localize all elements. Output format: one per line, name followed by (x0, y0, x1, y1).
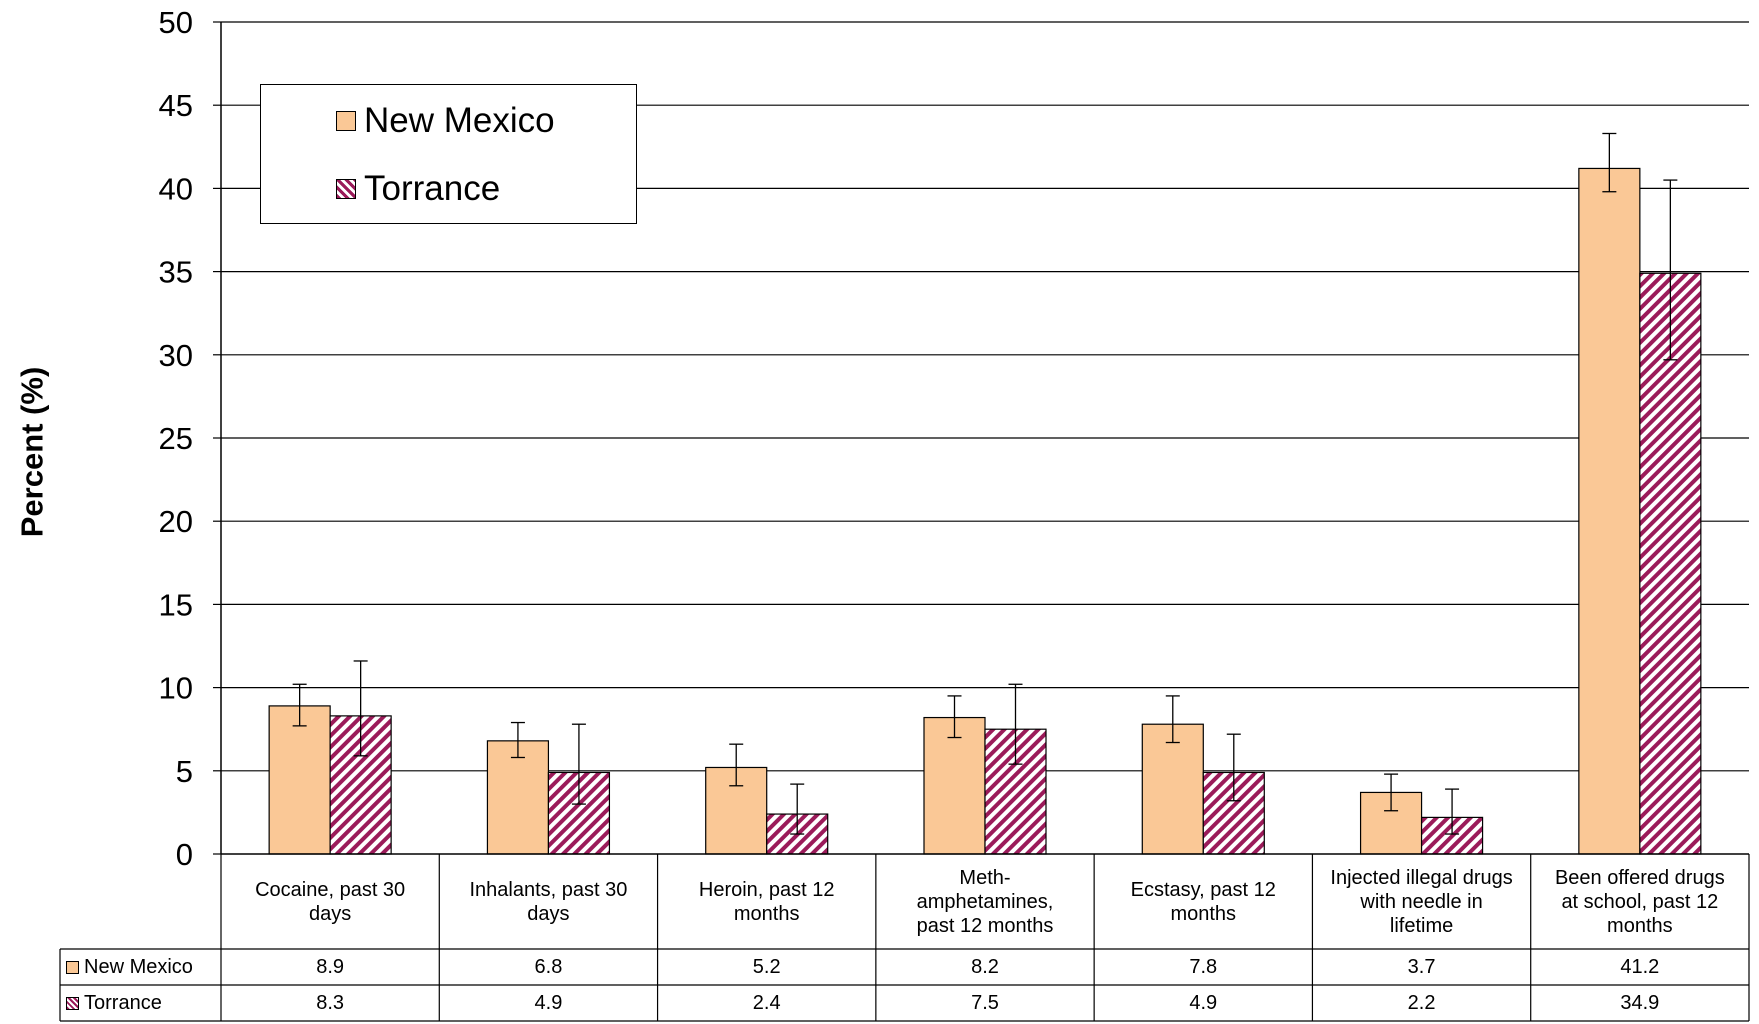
table-cell: 41.2 (1620, 955, 1660, 978)
axes (220, 22, 1749, 855)
legend-swatch-torrance (336, 179, 356, 199)
table-cell: 3.7 (1407, 955, 1436, 978)
bars (268, 167, 1702, 855)
table-cell: 5.2 (752, 955, 781, 978)
y-tick-label: 15 (159, 587, 193, 622)
y-tick-label: 5 (176, 754, 193, 789)
data-table-lines (59, 854, 1750, 1022)
table-cell: 4.9 (534, 991, 563, 1014)
bar-torrance (1639, 272, 1702, 855)
x-tick-label: Been offered drugs at school, past 12 mo… (1554, 866, 1725, 937)
y-tick-label: 20 (159, 504, 193, 539)
y-tick-label: 10 (159, 671, 193, 706)
bar-new-mexico (268, 705, 331, 855)
table-cell: 7.8 (1189, 955, 1218, 978)
bar-new-mexico (486, 740, 550, 855)
table-cell: 2.4 (752, 991, 781, 1014)
y-tick-label: 30 (159, 338, 193, 373)
y-tick-label: 40 (159, 171, 193, 206)
x-tick-label: Inhalants, past 30 days (469, 878, 628, 925)
table-swatch-torrance (66, 996, 79, 1010)
table-cell: 8.9 (316, 955, 345, 978)
legend: New Mexico Torrance (260, 84, 637, 224)
table-swatch-new-mexico (66, 960, 79, 974)
legend-swatch-new-mexico (336, 111, 356, 131)
legend-label-torrance: Torrance (364, 169, 501, 208)
table-cell: 34.9 (1620, 991, 1660, 1014)
bar-new-mexico (1578, 167, 1641, 855)
y-axis-ticks: 0 5 10 15 20 25 30 35 40 45 50 (159, 5, 221, 872)
bar-new-mexico (1141, 723, 1204, 855)
gridlines (221, 21, 1749, 772)
table-cell: 2.2 (1407, 991, 1436, 1014)
y-tick-label: 45 (159, 88, 193, 123)
table-row-header-new-mexico: New Mexico (60, 949, 221, 985)
table-row-label: Torrance (84, 991, 162, 1014)
table-cell: 7.5 (971, 991, 999, 1014)
table-cell: 8.3 (316, 991, 345, 1014)
x-tick-label: Cocaine, past 30 days (255, 878, 406, 925)
y-axis-label-text: Percent (%) (14, 366, 50, 538)
error-bars (292, 132, 1678, 835)
y-tick-label: 50 (159, 5, 193, 40)
y-tick-label: 0 (176, 837, 193, 872)
x-tick-label: Heroin, past 12 months (698, 878, 835, 925)
x-tick-label: Meth- amphetamines, past 12 months (916, 866, 1054, 937)
table-cell: 6.8 (534, 955, 563, 978)
table-row-label: New Mexico (84, 955, 193, 978)
legend-item-torrance: Torrance (336, 169, 500, 209)
table-cell: 4.9 (1189, 991, 1218, 1014)
x-tick-label: Ecstasy, past 12 months (1130, 878, 1276, 925)
y-tick-label: 35 (159, 255, 193, 290)
legend-label-new-mexico: New Mexico (364, 101, 555, 140)
legend-item-new-mexico: New Mexico (336, 101, 555, 141)
y-tick-label: 25 (159, 421, 193, 456)
table-row-header-torrance: Torrance (60, 985, 221, 1021)
x-tick-label: Injected illegal drugs with needle in li… (1330, 866, 1513, 937)
table-cell: 8.2 (971, 955, 999, 978)
y-axis-label: Percent (%) (4, 367, 60, 538)
